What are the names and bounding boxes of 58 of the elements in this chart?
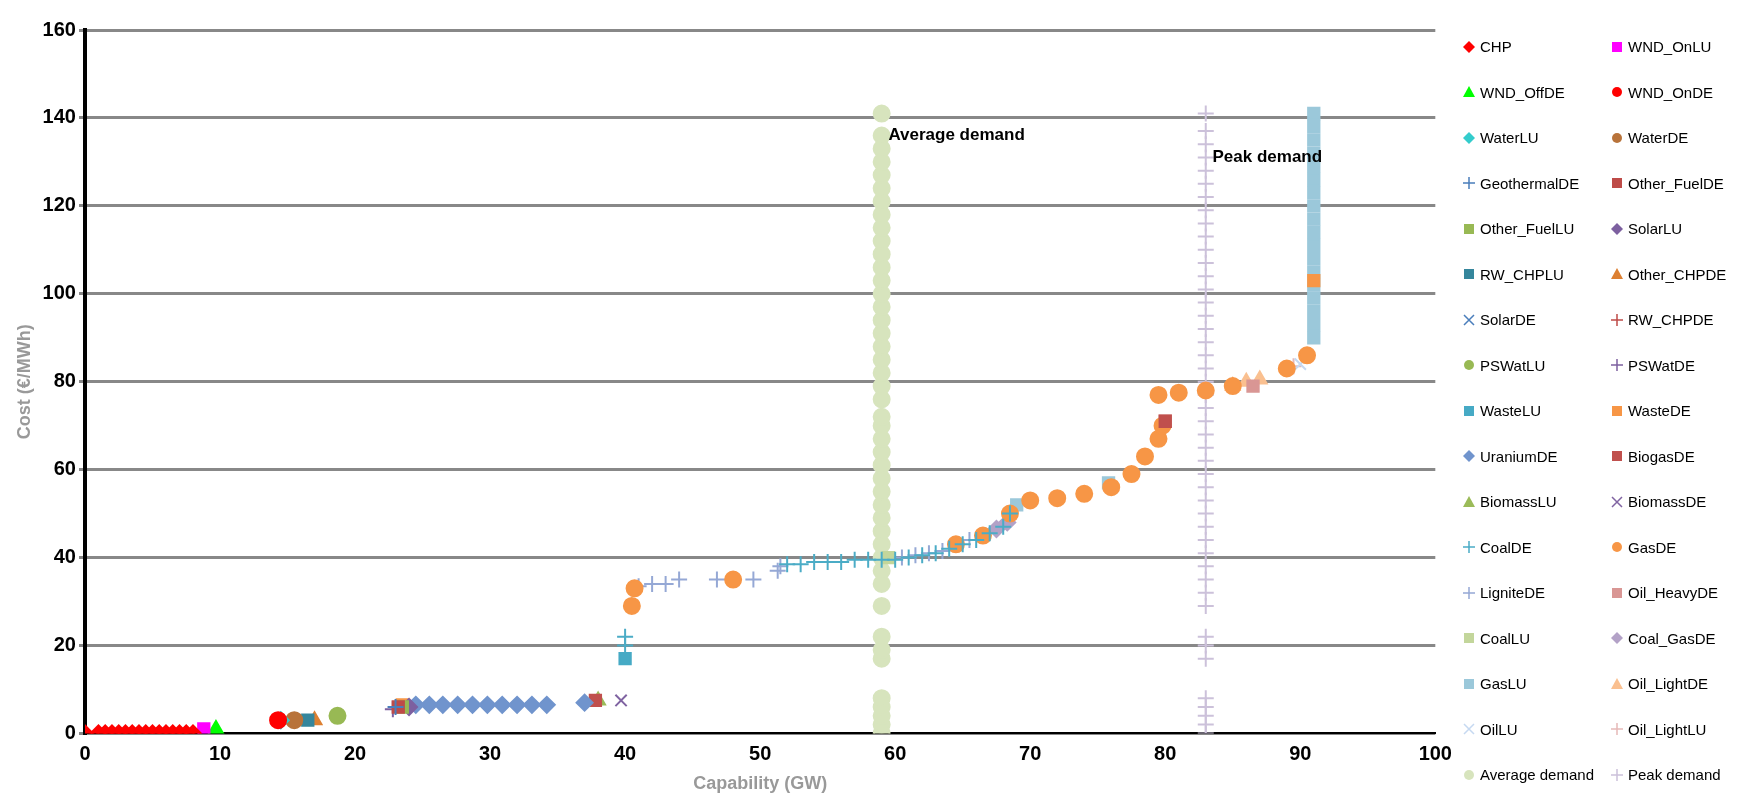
y-tick-label: 160	[42, 17, 76, 40]
x-axis-title: Capability (GW)	[693, 773, 828, 794]
legend-label: Average demand	[1480, 766, 1594, 784]
legend-label: CoalDE	[1480, 538, 1532, 556]
legend-label: OilLU	[1480, 720, 1518, 738]
x-tick-label: 60	[884, 741, 907, 764]
legend-label: WaterLU	[1480, 129, 1539, 147]
legend-label: SolarLU	[1628, 220, 1683, 238]
x-tick-label: 70	[1019, 741, 1042, 764]
legend-label: UraniumDE	[1480, 447, 1558, 465]
y-tick-label: 20	[53, 632, 76, 655]
legend-label: SolarDE	[1480, 311, 1536, 329]
legend-label: BiogasDE	[1628, 447, 1695, 465]
legend-label: Oil_HeavyDE	[1628, 584, 1719, 602]
legend-label: GasLU	[1480, 675, 1527, 693]
legend-label: RW_CHPDE	[1628, 311, 1714, 329]
x-tick-label: 0	[79, 741, 91, 764]
legend-label: WasteLU	[1480, 402, 1542, 420]
x-tick-label: 20	[343, 741, 367, 764]
annotation: Peak demand	[1212, 147, 1323, 167]
legend-label: GeothermalDE	[1480, 174, 1580, 192]
legend-label: CoalLU	[1480, 629, 1531, 647]
legend-label: LigniteDE	[1480, 584, 1546, 602]
legend-label: PSWatLU	[1480, 356, 1546, 374]
legend-label: WasteDE	[1628, 402, 1691, 420]
x-tick-label: 90	[1289, 741, 1312, 764]
legend-label: BiomassDE	[1628, 493, 1707, 511]
legend-label: Oil_LightLU	[1628, 720, 1707, 738]
legend-label: CHP	[1480, 38, 1512, 56]
legend-label: Other_FuelDE	[1628, 174, 1724, 192]
legend-label: BiomassLU	[1480, 493, 1557, 511]
x-tick-label: 40	[613, 741, 637, 764]
legend-label: WND_OnLU	[1628, 38, 1712, 56]
y-tick-label: 60	[53, 457, 76, 480]
legend-label: RW_CHPLU	[1480, 265, 1564, 283]
x-tick-label: 80	[1154, 741, 1177, 764]
y-tick-label: 120	[42, 193, 76, 216]
x-tick-label: 50	[749, 741, 772, 764]
y-tick-label: 100	[42, 281, 76, 304]
legend-label: GasDE	[1628, 538, 1677, 556]
legend-label: WND_OffDE	[1480, 83, 1565, 101]
x-tick-label: 10	[208, 741, 232, 764]
y-tick-label: 0	[64, 720, 76, 743]
x-tick-label: 100	[1418, 741, 1452, 764]
legend-label: Oil_LightDE	[1628, 675, 1709, 693]
legend-label: Other_FuelLU	[1480, 220, 1575, 238]
legend-label: WaterDE	[1628, 129, 1689, 147]
y-tick-label: 140	[42, 105, 76, 128]
legend-label: Other_CHPDE	[1628, 265, 1727, 283]
x-tick-label: 30	[478, 741, 502, 764]
legend-label: Peak demand	[1628, 766, 1721, 784]
legend-label: PSWatDE	[1628, 356, 1695, 374]
annotation: Average demand	[888, 125, 1025, 145]
y-tick-label: 80	[53, 369, 76, 392]
y-axis-title: Cost (€/MWh)	[13, 324, 34, 440]
legend-label: Coal_GasDE	[1628, 629, 1716, 647]
y-tick-label: 40	[53, 545, 76, 568]
legend-label: WND_OnDE	[1628, 83, 1714, 101]
